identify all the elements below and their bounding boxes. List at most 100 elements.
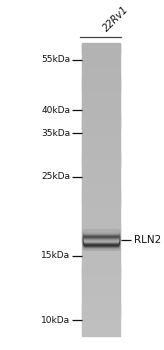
- Bar: [82, 113, 120, 114]
- Bar: [82, 90, 120, 91]
- Bar: [82, 191, 120, 193]
- Bar: [83, 232, 119, 233]
- Bar: [82, 313, 120, 315]
- Bar: [82, 280, 120, 281]
- Bar: [82, 306, 120, 307]
- Bar: [82, 315, 120, 316]
- Text: 40kDa: 40kDa: [41, 106, 71, 115]
- Bar: [82, 134, 120, 135]
- Bar: [83, 240, 119, 241]
- Bar: [82, 141, 120, 142]
- Bar: [82, 236, 120, 238]
- Bar: [82, 100, 120, 101]
- Bar: [84, 244, 118, 245]
- Bar: [82, 222, 120, 223]
- Bar: [82, 204, 120, 205]
- Bar: [82, 290, 120, 291]
- Bar: [82, 207, 120, 208]
- Bar: [82, 248, 120, 249]
- Bar: [82, 205, 120, 206]
- Bar: [82, 175, 120, 176]
- Bar: [82, 132, 120, 133]
- Bar: [84, 242, 118, 243]
- Bar: [84, 232, 118, 233]
- Bar: [84, 242, 118, 243]
- Bar: [83, 238, 119, 239]
- Bar: [82, 83, 120, 85]
- Bar: [82, 270, 120, 271]
- Bar: [84, 234, 118, 235]
- Bar: [83, 242, 119, 243]
- Bar: [82, 108, 120, 109]
- Bar: [82, 123, 120, 125]
- Bar: [82, 114, 120, 116]
- Bar: [84, 239, 118, 240]
- Bar: [82, 66, 120, 67]
- Bar: [82, 163, 120, 164]
- Bar: [82, 48, 120, 50]
- Bar: [82, 316, 120, 317]
- Bar: [84, 230, 118, 231]
- Bar: [82, 106, 120, 107]
- Bar: [82, 183, 120, 184]
- Bar: [82, 199, 120, 201]
- Bar: [82, 213, 120, 214]
- Bar: [83, 236, 119, 237]
- Bar: [84, 231, 118, 232]
- Bar: [84, 235, 118, 236]
- Bar: [82, 273, 120, 275]
- Bar: [84, 239, 118, 240]
- Bar: [83, 244, 119, 245]
- Bar: [84, 233, 118, 234]
- Bar: [83, 248, 119, 249]
- Bar: [82, 177, 120, 178]
- Bar: [82, 271, 120, 272]
- Bar: [82, 241, 120, 243]
- Bar: [82, 246, 120, 247]
- Bar: [82, 111, 120, 112]
- Bar: [82, 330, 120, 331]
- Bar: [82, 56, 120, 57]
- Bar: [82, 275, 120, 276]
- Bar: [82, 186, 120, 187]
- Bar: [84, 247, 118, 248]
- Bar: [82, 287, 120, 288]
- Bar: [82, 216, 120, 217]
- Bar: [82, 57, 120, 58]
- Bar: [82, 127, 120, 128]
- Bar: [82, 73, 120, 74]
- Bar: [82, 188, 120, 189]
- Bar: [82, 98, 120, 99]
- Bar: [82, 212, 120, 213]
- Bar: [82, 180, 120, 181]
- Bar: [82, 112, 120, 113]
- Bar: [82, 69, 120, 70]
- Bar: [82, 155, 120, 157]
- Bar: [82, 44, 120, 46]
- Bar: [82, 136, 120, 137]
- Bar: [82, 233, 120, 235]
- Bar: [82, 259, 120, 260]
- Bar: [82, 46, 120, 47]
- Bar: [82, 255, 120, 256]
- Bar: [82, 285, 120, 286]
- Bar: [84, 248, 118, 249]
- Bar: [82, 214, 120, 215]
- Bar: [82, 225, 120, 227]
- Bar: [82, 289, 120, 290]
- Bar: [82, 166, 120, 167]
- Bar: [82, 133, 120, 134]
- Bar: [82, 77, 120, 79]
- Bar: [82, 187, 120, 188]
- Bar: [82, 82, 120, 84]
- Bar: [82, 268, 120, 270]
- Bar: [82, 149, 120, 151]
- Bar: [82, 197, 120, 199]
- Bar: [82, 99, 120, 100]
- Bar: [82, 193, 120, 194]
- Bar: [82, 93, 120, 95]
- Bar: [82, 226, 120, 228]
- Bar: [82, 49, 120, 50]
- Bar: [84, 245, 118, 246]
- Bar: [82, 253, 120, 254]
